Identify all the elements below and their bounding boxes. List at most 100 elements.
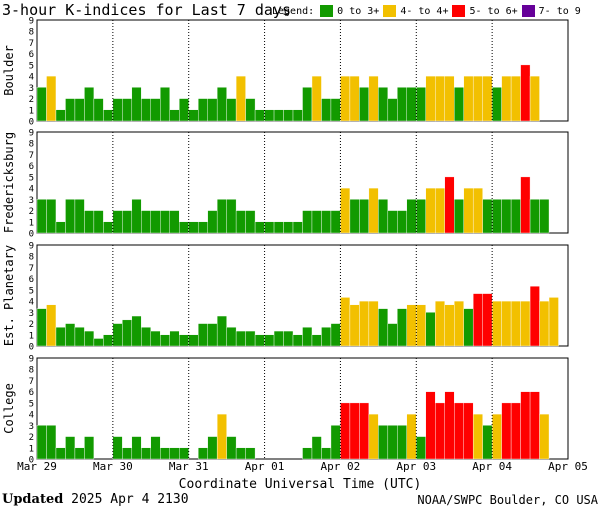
k-index-bar <box>416 436 426 460</box>
y-tick-label: 5 <box>29 61 34 71</box>
k-index-bar <box>397 87 408 122</box>
k-index-bar <box>292 109 303 122</box>
panel-label: Boulder <box>2 45 16 96</box>
k-index-bar <box>254 221 265 234</box>
k-index-bar <box>36 425 47 460</box>
k-index-bar <box>321 98 332 122</box>
k-index-bar <box>406 87 417 122</box>
y-tick-label: 4 <box>29 73 34 83</box>
k-index-bar <box>179 98 189 122</box>
k-index-bar <box>510 402 521 460</box>
k-index-bar <box>179 334 189 347</box>
k-index-bar <box>36 199 47 234</box>
k-index-bar <box>330 210 341 234</box>
k-index-bar <box>264 221 275 234</box>
k-index-bar <box>197 221 208 234</box>
legend-text-severe: 7- to 9 <box>538 5 581 17</box>
k-index-bar <box>340 75 351 122</box>
k-index-bar <box>501 300 512 347</box>
k-index-bar <box>188 109 199 122</box>
k-index-bar <box>273 109 284 122</box>
k-index-bar <box>245 98 256 122</box>
legend-swatch-yellow <box>383 5 397 17</box>
k-index-bar <box>245 447 256 460</box>
y-tick-label: 5 <box>29 286 34 296</box>
x-tick-label: Apr 02 <box>321 460 361 473</box>
k-index-bar <box>378 87 389 122</box>
k-index-bar <box>235 210 246 234</box>
k-index-bar <box>529 285 540 347</box>
k-index-bar <box>131 315 142 347</box>
k-index-bar <box>122 98 133 122</box>
k-index-bar <box>444 304 455 347</box>
k-index-bar <box>349 304 360 347</box>
y-tick-label: 7 <box>29 39 34 49</box>
x-tick-label: Apr 03 <box>396 460 436 473</box>
k-index-bar <box>472 75 483 122</box>
k-index-bar <box>36 308 47 347</box>
k-index-bar <box>226 436 237 460</box>
k-index-bar <box>539 199 550 234</box>
y-tick-label: 2 <box>29 320 34 330</box>
k-index-bar <box>207 98 218 122</box>
k-index-bar <box>131 436 142 460</box>
k-index-bar <box>273 330 284 347</box>
k-index-bar <box>188 334 199 347</box>
k-index-bar <box>55 447 66 460</box>
y-tick-label: 4 <box>29 411 34 421</box>
k-index-bar <box>207 210 218 234</box>
k-index-bar <box>406 304 417 347</box>
k-index-bar <box>510 199 521 234</box>
y-tick-label: 0 <box>29 230 34 240</box>
k-index-bar <box>472 413 483 460</box>
y-tick-label: 0 <box>29 456 34 466</box>
k-index-bar <box>435 187 445 234</box>
k-index-bar <box>103 334 114 347</box>
k-index-bar <box>501 75 512 122</box>
k-index-bar <box>387 425 398 460</box>
x-tick-label: Apr 04 <box>472 460 512 473</box>
k-index-bar <box>368 75 379 122</box>
k-index-bar <box>65 323 76 347</box>
y-tick-label: 3 <box>29 422 34 432</box>
k-index-bar <box>46 199 57 234</box>
k-index-bar <box>501 402 512 460</box>
k-index-bar <box>444 75 455 122</box>
y-tick-label: 3 <box>29 309 34 319</box>
k-index-bar <box>283 109 294 122</box>
k-index-bar <box>397 425 408 460</box>
k-index-bar <box>472 293 483 347</box>
k-index-bar <box>321 327 332 347</box>
k-index-bar <box>55 109 66 122</box>
k-index-bar <box>397 210 408 234</box>
credit-text: NOAA/SWPC Boulder, CO USA <box>417 493 598 507</box>
y-tick-label: 5 <box>29 399 34 409</box>
k-index-bar <box>93 210 104 234</box>
k-index-bar <box>283 221 294 234</box>
legend-swatch-red <box>452 5 466 17</box>
k-index-bar <box>292 221 303 234</box>
legend-text-storm: 5- to 6+ <box>469 5 518 17</box>
k-index-bar <box>283 330 294 347</box>
k-index-bar <box>520 300 531 347</box>
k-index-bar <box>84 436 95 460</box>
k-index-bar <box>150 98 161 122</box>
k-index-bar <box>74 199 85 234</box>
k-index-bar <box>160 210 170 234</box>
k-index-bar <box>387 210 398 234</box>
k-index-bar <box>188 221 199 234</box>
k-index-bar <box>169 210 180 234</box>
k-index-bar <box>539 300 550 347</box>
k-index-bar <box>245 330 256 347</box>
k-index-bar <box>529 75 540 122</box>
k-index-bar <box>321 210 332 234</box>
k-index-bar <box>103 109 114 122</box>
legend-item-storm: 5- to 6+ <box>452 5 518 17</box>
k-index-bar <box>463 402 474 460</box>
k-index-bar <box>548 297 559 347</box>
updated-label: Updated <box>2 492 64 507</box>
k-index-bar <box>103 221 114 234</box>
